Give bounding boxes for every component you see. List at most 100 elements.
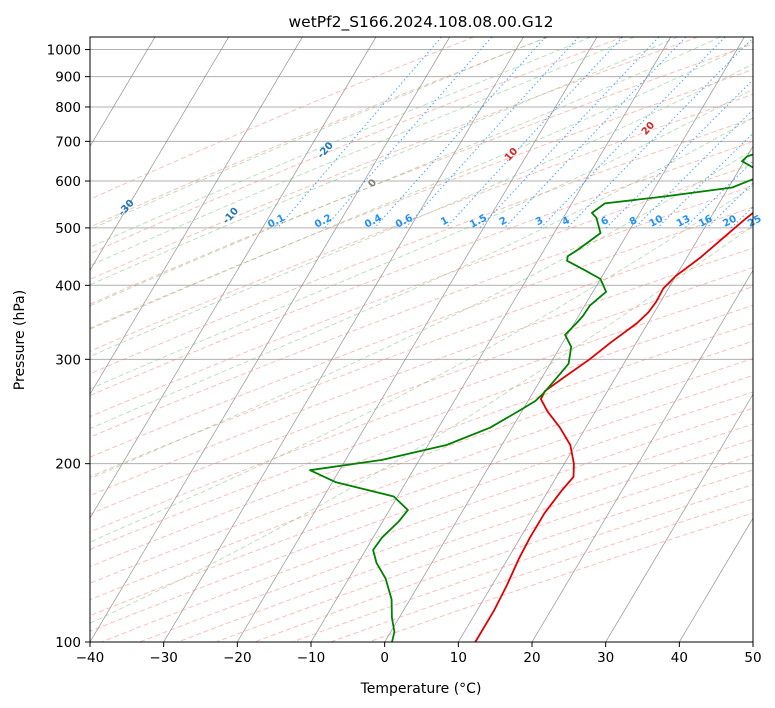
isotherm-line [236, 37, 598, 642]
y-tick-label: 500 [55, 221, 81, 237]
y-axis-ticks: 100 200 300 400 500 600 700 800 900 1000 [47, 43, 90, 651]
y-tick-label: 1000 [47, 43, 81, 59]
mixing-ratio-line [657, 132, 753, 229]
x-tick-label: −10 [297, 650, 326, 666]
isotherm-line [457, 145, 753, 642]
isotherm-line [531, 269, 753, 642]
mixing-ratio-label: 10 [648, 214, 665, 230]
mixing-ratio-label: 8 [628, 215, 639, 228]
moist-adiabat-line [90, 37, 721, 307]
y-tick-label: 800 [55, 100, 81, 116]
dry-adiabat-line [330, 498, 753, 642]
dry-adiabat-line [254, 469, 753, 642]
x-tick-label: −20 [223, 650, 252, 666]
y-tick-label: 200 [55, 457, 81, 473]
isotherms [0, 37, 753, 642]
mixing-ratio-line [756, 37, 775, 228]
mixing-ratio-line [479, 37, 660, 229]
mixing-ratio-label: 1 [439, 215, 450, 228]
dry-adiabat-line [90, 163, 753, 418]
sounding-series [309, 153, 753, 642]
x-tick-label: −40 [76, 650, 105, 666]
plot-frame [89, 36, 754, 643]
mixing-ratio-line [445, 37, 623, 229]
isotherm-line [90, 37, 230, 272]
moist-adiabat-line [90, 225, 753, 624]
y-tick-label: 100 [55, 635, 81, 651]
mixing-ratio-line [634, 109, 753, 229]
mixing-ratio-line [324, 37, 493, 229]
dry-adiabat-label: -10 [221, 206, 241, 227]
dry-adiabat-line [90, 37, 624, 255]
moist-adiabat-line [90, 149, 753, 479]
mixing-ratio-line [684, 160, 753, 229]
mixing-ratio-line [567, 37, 753, 229]
mixing-ratio-label: 3 [534, 215, 545, 228]
moist-adiabat-line [90, 63, 753, 357]
moist-adiabat-line [90, 88, 753, 390]
moist-adiabat-line [90, 37, 548, 231]
dry-adiabat-line [90, 227, 753, 478]
x-tick-label: 0 [380, 650, 389, 666]
isotherm-line [90, 37, 377, 519]
dry-adiabat-line [90, 37, 699, 280]
dry-adiabat-line [90, 375, 753, 617]
isotherm-line [90, 37, 451, 642]
mixing-ratio-line [605, 78, 753, 229]
chart-title: wetPf2_S166.2024.108.08.00.G12 [289, 13, 554, 32]
moist-adiabat-line [90, 37, 591, 248]
dry-adiabat-label: -30 [116, 198, 136, 219]
mixing-ratio-lines [277, 37, 775, 229]
isotherm-line [90, 37, 303, 396]
y-tick-label: 300 [55, 352, 81, 368]
x-tick-label: 30 [597, 650, 614, 666]
dry-adiabat-line [90, 185, 753, 438]
isotherm-line [163, 37, 524, 642]
plot-area [0, 37, 775, 642]
grid-lines [90, 49, 753, 643]
y-tick-label: 900 [55, 70, 81, 86]
x-axis-ticks: −40 −30 −20 −10 0 10 20 30 40 50 [76, 642, 762, 666]
x-axis-label: Temperature (°C) [360, 681, 482, 697]
dry-adiabat-line [90, 37, 474, 200]
isotherm-line [90, 37, 156, 148]
moist-adiabat-line [90, 185, 753, 543]
isotherm-line [384, 37, 745, 642]
mixing-ratio-label: 6 [599, 215, 610, 228]
x-tick-label: 40 [671, 650, 688, 666]
dry-adiabat-label: 20 [640, 120, 658, 138]
temperature-line [474, 211, 753, 642]
y-tick-label: 600 [55, 174, 81, 190]
y-tick-label: 400 [55, 278, 81, 294]
dry-adiabat-label: 10 [503, 146, 521, 164]
dry-adiabat-line [90, 391, 753, 632]
dry-adiabat-line [90, 206, 753, 458]
mixing-ratio-line [540, 37, 726, 229]
moist-adiabat-line [90, 41, 753, 330]
mixing-ratio-label: 2 [498, 215, 509, 228]
dry-adiabat-line [90, 93, 753, 352]
isotherm-line [0, 37, 8, 642]
moist-adiabats [90, 37, 753, 624]
moist-adiabat-line [90, 37, 635, 267]
isotherm-line [605, 393, 753, 642]
y-tick-label: 700 [55, 134, 81, 150]
dry-adiabat-line [177, 439, 753, 642]
isotherm-line [752, 641, 753, 642]
x-tick-label: −30 [149, 650, 178, 666]
mixing-ratio-line [374, 37, 546, 229]
mixing-ratio-line [405, 37, 580, 229]
dry-adiabat-label: -20 [316, 140, 336, 161]
dry-adiabats [90, 37, 753, 642]
dewpoint-line [309, 153, 753, 642]
x-tick-label: 10 [450, 650, 467, 666]
y-axis-label: Pressure (hPa) [12, 290, 28, 390]
dry-adiabat-line [90, 69, 753, 329]
moist-adiabat-line [90, 37, 678, 286]
mixing-ratio-line [277, 37, 442, 229]
x-tick-label: 20 [523, 650, 540, 666]
moist-adiabat-line [90, 117, 753, 430]
isotherm-line [678, 517, 753, 642]
x-tick-label: 50 [744, 650, 761, 666]
